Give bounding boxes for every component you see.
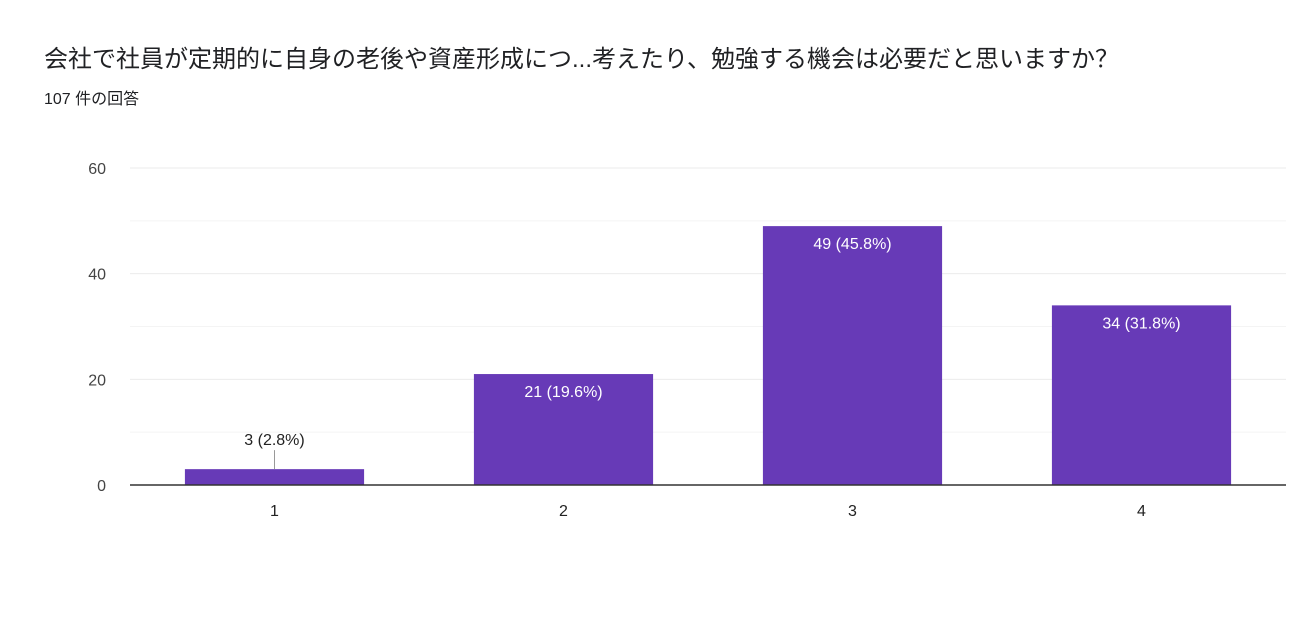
x-category-label: 1 (270, 503, 279, 520)
y-axis-ticks: 0 20 40 60 (88, 161, 106, 495)
y-tick-label: 20 (88, 372, 106, 389)
bar-data-label: 49 (45.8%) (813, 236, 891, 253)
bar (184, 469, 365, 485)
x-category-label: 4 (1137, 503, 1146, 520)
response-count: 107 件の回答 (44, 91, 140, 108)
chart-title: 会社で社員が定期的に自身の老後や資産形成につ...考えたり、勉強する機会は必要だ… (44, 46, 1120, 73)
x-category-label: 2 (559, 503, 568, 520)
y-tick-label: 40 (88, 267, 106, 284)
y-tick-label: 60 (88, 161, 106, 178)
bars (184, 226, 1232, 485)
x-category-label: 3 (848, 503, 857, 520)
bar-data-label: 34 (31.8%) (1102, 315, 1180, 332)
bar-data-label: 3 (2.8%) (244, 432, 304, 449)
bar (473, 374, 654, 485)
bar-data-label: 21 (19.6%) (524, 384, 602, 401)
x-axis-categories: 1 2 3 4 (270, 503, 1146, 520)
data-labels: 3 (2.8%) 21 (19.6%) 49 (45.8%) 34 (31.8%) (244, 236, 1181, 470)
bar (1051, 305, 1232, 485)
y-tick-label: 0 (97, 478, 106, 495)
bar (762, 226, 943, 485)
